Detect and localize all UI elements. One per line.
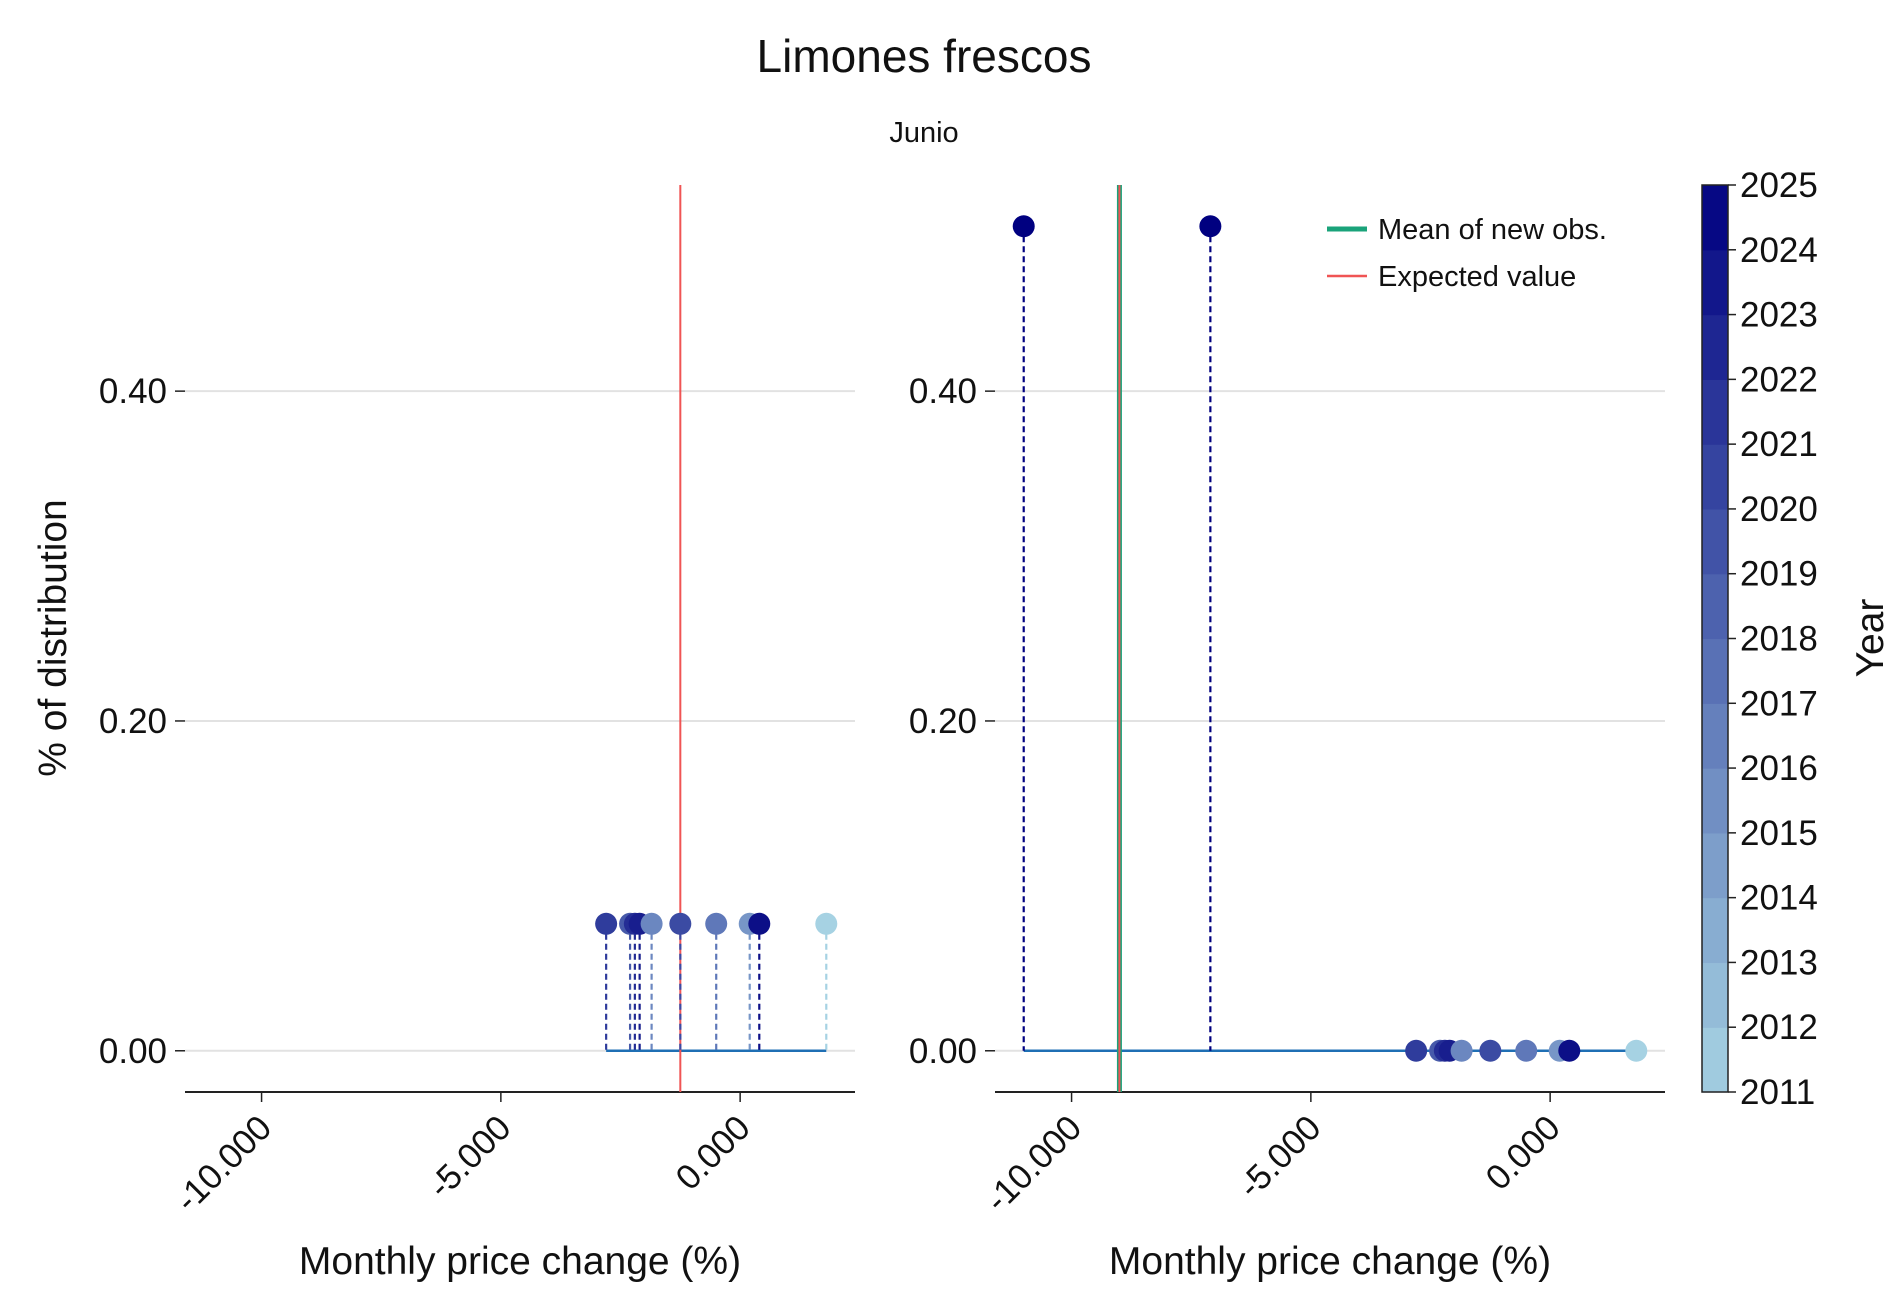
colorbar-tick-label: 2017 <box>1740 684 1818 723</box>
right-panel: 0.00 0.20 0.40 -10.000 -5.000 0.000 Monthly pr… <box>909 185 1665 1283</box>
right-data-point <box>1515 1039 1538 1062</box>
colorbar-band <box>1702 379 1728 445</box>
colorbar-label: Year <box>1849 599 1892 678</box>
right-data-point <box>1558 1039 1581 1062</box>
left-panel: 0.00 0.20 0.40 -10.000 -5.000 0.000 Monthly pr… <box>32 185 855 1283</box>
colorbar-band <box>1702 768 1728 834</box>
colorbar-tick-label: 2024 <box>1740 231 1818 270</box>
colorbar-band <box>1702 249 1728 316</box>
colorbar-tick-label: 2025 <box>1740 166 1818 205</box>
colorbar-tick-label: 2011 <box>1740 1073 1815 1112</box>
colorbar-tick-label: 2023 <box>1740 296 1818 335</box>
left-y-tick-label: 0.40 <box>99 372 167 411</box>
colorbar-tick-label: 2015 <box>1740 814 1818 853</box>
right-data-point <box>1450 1039 1473 1062</box>
legend-label: Mean of new obs. <box>1378 214 1607 246</box>
colorbar-band <box>1702 185 1728 251</box>
left-data-point <box>705 912 728 935</box>
colorbar-band <box>1702 508 1728 575</box>
right-y-tick-label: 0.00 <box>909 1032 977 1071</box>
right-x-tick-label: -5.000 <box>1231 1108 1329 1206</box>
left-data-point <box>640 912 663 935</box>
colorbar-band <box>1702 1027 1728 1093</box>
colorbar-tick-label: 2019 <box>1740 555 1818 594</box>
left-data-point <box>595 912 618 935</box>
right-data-point <box>1405 1039 1428 1062</box>
colorbar-band <box>1702 573 1728 640</box>
left-x-axis-label: Monthly price change (%) <box>299 1240 741 1283</box>
left-data-point <box>748 912 771 935</box>
colorbar-tick-label: 2021 <box>1740 425 1818 464</box>
right-y-tick-label: 0.20 <box>909 702 977 741</box>
colorbar-tick-label: 2014 <box>1740 879 1818 918</box>
right-x-axis-label: Monthly price change (%) <box>1109 1240 1551 1283</box>
colorbar-band <box>1702 832 1728 899</box>
colorbar-tick-label: 2016 <box>1740 749 1818 788</box>
right-data-point <box>1625 1039 1648 1062</box>
right-x-tick-label: -10.000 <box>978 1108 1090 1220</box>
colorbar-band <box>1702 962 1728 1028</box>
colorbar-tick-label: 2018 <box>1740 620 1818 659</box>
left-data-point <box>815 912 838 935</box>
legend: Mean of new obs. Expected value <box>1327 214 1607 293</box>
colorbar-band <box>1702 638 1728 704</box>
colorbar-band <box>1702 703 1728 769</box>
colorbar-tick-label: 2020 <box>1740 490 1818 529</box>
colorbar-band <box>1702 897 1728 964</box>
right-new-data-point <box>1199 215 1222 238</box>
colorbar-band <box>1702 314 1728 380</box>
colorbar-tick-label: 2012 <box>1740 1008 1818 1047</box>
chart-title: Limones frescos <box>757 30 1092 82</box>
year-colorbar: 2011 2012 2013 2014 2015 2016 2017 2018 2019 2020… <box>1701 166 1892 1112</box>
left-data-point <box>669 912 692 935</box>
right-new-data-point <box>1012 215 1035 238</box>
right-y-tick-label: 0.40 <box>909 372 977 411</box>
legend-label: Expected value <box>1378 261 1576 293</box>
colorbar-band <box>1702 444 1728 510</box>
left-x-tick-label: -5.000 <box>421 1108 519 1206</box>
left-y-axis-label: % of distribution <box>32 499 75 776</box>
left-x-tick-label: 0.000 <box>668 1108 758 1198</box>
left-y-tick-label: 0.00 <box>99 1032 167 1071</box>
colorbar-tick-label: 2013 <box>1740 943 1818 982</box>
right-data-point <box>1479 1039 1502 1062</box>
chart-subtitle: Junio <box>889 117 958 149</box>
left-x-tick-label: -10.000 <box>168 1108 280 1220</box>
right-x-tick-label: 0.000 <box>1478 1108 1568 1198</box>
colorbar-tick-label: 2022 <box>1740 360 1818 399</box>
left-y-tick-label: 0.20 <box>99 702 167 741</box>
